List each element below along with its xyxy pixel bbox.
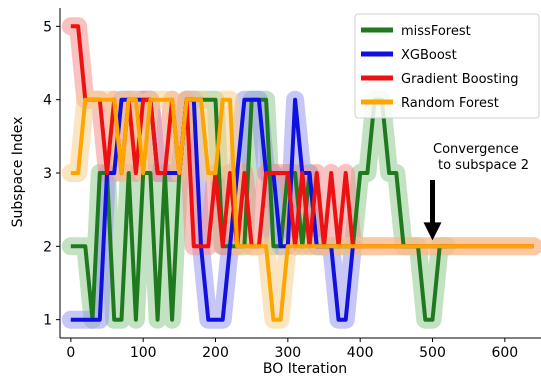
- y-tick-label: 4: [43, 93, 52, 109]
- series-line-random-forest: [70, 97, 534, 322]
- legend-label-gradient-boosting: Gradient Boosting: [401, 72, 519, 87]
- x-tick-label: 400: [347, 345, 374, 361]
- legend-box: [354, 13, 540, 119]
- legend-label-missforest: missForest: [401, 24, 471, 39]
- annotation-text-line: to subspace 2: [438, 158, 529, 173]
- y-tick-label: 1: [43, 313, 52, 329]
- x-tick-label: 0: [66, 345, 75, 361]
- x-tick-label: 500: [419, 345, 446, 361]
- y-tick-label: 5: [43, 19, 52, 35]
- legend-label-xgboost: XGBoost: [401, 48, 457, 63]
- y-tick-label: 2: [43, 239, 52, 255]
- series-lines: [70, 24, 534, 322]
- annotation-text-line: Convergence: [433, 142, 519, 157]
- x-axis-label: BO Iteration: [263, 361, 347, 377]
- y-axis-label: Subspace Index: [10, 117, 26, 228]
- y-tick-label: 3: [43, 166, 52, 182]
- annotation-arrow-head: [423, 222, 442, 241]
- x-tick-label: 100: [130, 345, 157, 361]
- x-tick-label: 600: [491, 345, 518, 361]
- axes: 1 2 3 4 5 0 100 200 300 400 500 600: [43, 8, 541, 361]
- x-tick-label: 300: [274, 345, 301, 361]
- legend-label-random-forest: Random Forest: [401, 96, 499, 111]
- legend: missForest XGBoost Gradient Boosting Random…: [354, 13, 540, 119]
- x-tick-label: 200: [202, 345, 229, 361]
